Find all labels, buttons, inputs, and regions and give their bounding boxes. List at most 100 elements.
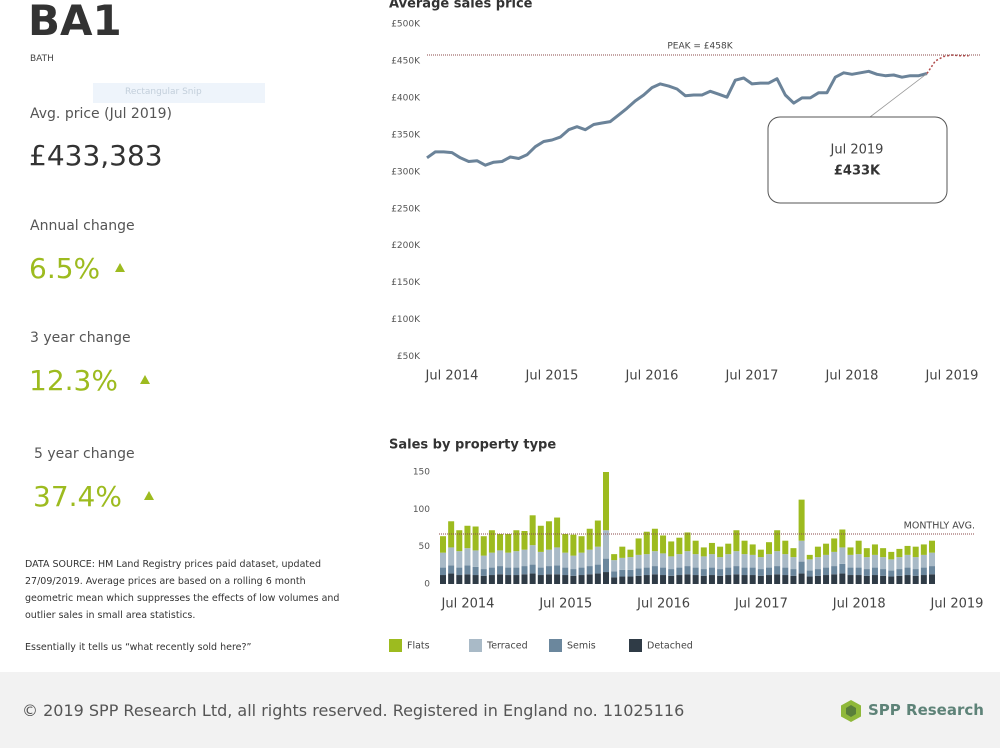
bar-segment [717, 575, 724, 584]
bar-segment [545, 521, 552, 550]
x-tick-label: Jul 2015 [538, 597, 592, 612]
bar-segment [863, 557, 870, 570]
bar-segment [603, 472, 609, 531]
stat-label: 5 year change [34, 446, 135, 462]
bar-segment [497, 533, 504, 551]
bar-segment [472, 575, 479, 584]
x-tick-label: Jul 2019 [930, 597, 984, 612]
stat-label: Annual change [30, 218, 135, 234]
bar-segment [871, 575, 878, 584]
bar-segment [480, 575, 487, 584]
up-arrow [115, 263, 125, 272]
bar-segment [440, 536, 446, 553]
snip-label: Rectangular Snip [125, 87, 202, 97]
bar-segment [488, 530, 495, 553]
bar-segment [814, 546, 821, 558]
charts: Average sales price £50K £100K £150K £200K £2… [115, 0, 984, 652]
bar-segment [896, 569, 903, 576]
bar-segment [497, 566, 504, 575]
bar-segment [505, 533, 512, 553]
bar-segment [464, 574, 471, 584]
price-line [926, 54, 969, 74]
x-tick-label: Jul 2019 [925, 369, 979, 384]
bar-segment [456, 567, 463, 576]
bar-segment [448, 565, 455, 574]
bar-segment [668, 575, 675, 584]
bar-segment [627, 576, 634, 584]
y-tick-label: £100K [391, 315, 421, 325]
legend-swatch [549, 639, 562, 652]
copyright: © 2019 SPP Research Ltd, all rights rese… [22, 701, 685, 720]
bar-segment [741, 540, 748, 555]
stat-value: 37.4% [33, 480, 122, 513]
bar-segment [725, 554, 732, 568]
bar-segment [448, 573, 455, 584]
bar-segment [586, 574, 593, 584]
bar-segment [660, 535, 667, 554]
bar-segment [839, 563, 846, 574]
bar-segment [488, 552, 495, 568]
bar-segment [929, 566, 935, 575]
bar-segment [717, 557, 724, 570]
bar-segment [521, 549, 528, 567]
bar-segment [635, 554, 642, 569]
bar-segment [757, 569, 764, 576]
bar-segment [464, 525, 471, 549]
tooltip-title: Jul 2019 [830, 143, 884, 158]
bar-segment [912, 546, 919, 558]
bar-segment [480, 555, 487, 570]
bar-segment [554, 565, 561, 575]
bar-segment [904, 575, 911, 584]
brand: SPP Research [868, 701, 984, 719]
bar-segment [472, 550, 479, 567]
bar-segment [774, 530, 781, 552]
bar-segment [537, 567, 544, 576]
bar-segment [611, 560, 618, 572]
bar-segment [456, 551, 463, 568]
bar-segment [537, 575, 544, 584]
bar-segment [823, 554, 830, 568]
bar-segment [757, 549, 764, 558]
bar-segment [537, 551, 544, 568]
y-tick-label: 150 [413, 468, 430, 478]
y-tick-label: 0 [424, 580, 430, 590]
y-tick-label: £300K [391, 167, 421, 177]
bar-segment [790, 548, 797, 558]
bar-segment [839, 547, 846, 564]
bar-segment [904, 554, 911, 568]
bar-segment [912, 575, 919, 584]
bar-segment [896, 575, 903, 584]
bar-segment [920, 575, 927, 584]
bar-segment [651, 566, 658, 575]
bar-segment [643, 531, 650, 555]
bar-segment [611, 554, 618, 561]
bar-segment [798, 499, 805, 541]
bar-segment [513, 530, 520, 552]
bar-segment [554, 574, 561, 584]
bar-segment [823, 543, 830, 555]
bar-segment [464, 565, 471, 575]
y-tick-label: 50 [419, 542, 431, 552]
bar-segment [798, 561, 805, 574]
bar-segment [676, 567, 683, 576]
y-tick-label: £50K [397, 352, 421, 362]
bar-segment [888, 551, 895, 560]
bar-segment [847, 575, 854, 584]
bar-segment [513, 575, 520, 584]
bar-segment [798, 573, 805, 584]
bar-segment [529, 573, 536, 584]
bar-segment [741, 554, 748, 568]
bar-segment [766, 542, 772, 555]
bar-segment [668, 541, 675, 557]
bar-segment [660, 567, 667, 576]
tooltip-box [767, 116, 948, 204]
bar-segment [757, 557, 764, 570]
chart-title: Average sales price [389, 0, 533, 12]
bar-segment [562, 567, 569, 576]
bar-segment [880, 548, 887, 558]
chart-title: Sales by property type [389, 438, 556, 453]
bar-segment [831, 551, 838, 567]
bar-segment [725, 543, 732, 555]
bar-segment [766, 554, 772, 568]
